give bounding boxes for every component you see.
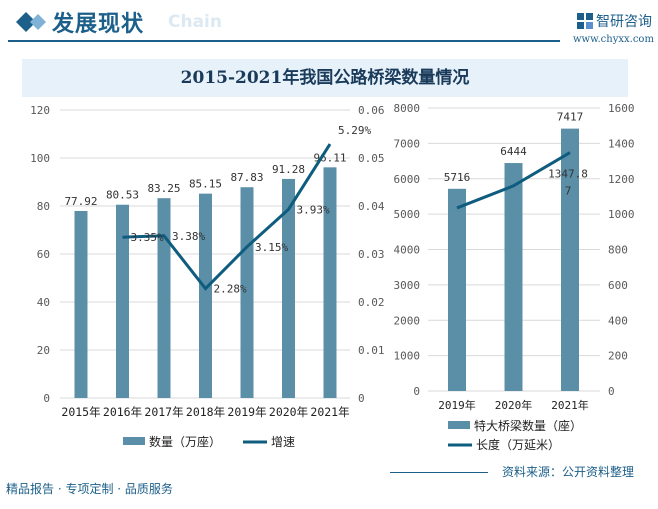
y2-tick-label: 0.03: [358, 248, 385, 261]
y-tick-label: 5000: [394, 208, 421, 221]
y2-tick-label: 1600: [608, 102, 635, 115]
y2-tick-label: 400: [608, 314, 628, 327]
y2-tick-label: 0.02: [358, 296, 385, 309]
y2-tick-label: 0.01: [358, 344, 385, 357]
diamond-icon: [16, 12, 46, 32]
bar-data-label: 91.28: [272, 163, 305, 176]
line-data-label: 5.29%: [338, 124, 371, 137]
chart-title: 2015-2021年我国公路桥梁数量情况: [180, 68, 470, 88]
y-tick-label: 0: [413, 385, 420, 398]
line-data-label: 3.35%: [131, 231, 164, 244]
bar: [199, 193, 212, 398]
header-watermark: Chain: [168, 12, 222, 32]
bar: [282, 178, 295, 398]
x-tick-label: 2017年: [144, 405, 183, 419]
logo-text: 智研咨询: [596, 14, 652, 30]
y-tick-label: 8000: [394, 102, 421, 115]
y2-tick-label: 0: [608, 385, 615, 398]
section-title: 发展现状: [52, 12, 145, 37]
bar-data-label: 87.83: [230, 171, 263, 184]
x-tick-label: 2016年: [103, 405, 142, 419]
x-tick-label: 2021年: [551, 398, 589, 412]
legend-line-label: 增速: [271, 435, 295, 449]
footer-slogan: 精品报告 · 专项定制 · 品质服务: [6, 482, 173, 496]
growth-line: [456, 151, 571, 210]
bar-data-label: 85.15: [189, 178, 222, 191]
growth-line: [122, 143, 332, 291]
bar-data-label: 83.25: [147, 182, 180, 195]
x-tick-label: 2018年: [186, 405, 225, 419]
website-url[interactable]: www.chyxx.com: [573, 34, 654, 45]
y-tick-label: 2000: [394, 314, 421, 327]
y-tick-label: 4000: [394, 244, 421, 257]
source-note: 资料来源：公开资料整理: [502, 465, 635, 479]
y2-tick-label: 800: [608, 244, 628, 257]
legend-bar-swatch: [448, 421, 470, 429]
y-tick-label: 1000: [394, 350, 421, 363]
bar-data-label: 77.92: [64, 195, 97, 208]
legend-line-label: 长度（万延米）: [476, 437, 560, 452]
bar: [504, 163, 523, 391]
bar: [240, 187, 254, 398]
y2-tick-label: 1200: [608, 173, 635, 186]
line-data-label: 3.93%: [297, 203, 330, 216]
line-data-label: 3.38%: [172, 230, 205, 243]
y2-tick-label: 1000: [608, 208, 635, 221]
y-tick-label: 7000: [394, 137, 421, 150]
logo-icon: [577, 13, 593, 29]
line-data-label: 3.15%: [255, 241, 288, 254]
bar: [116, 204, 129, 398]
bar: [448, 188, 466, 391]
y-tick-label: 100: [30, 152, 50, 165]
bar-data-label: 5716: [444, 171, 471, 184]
y-tick-label: 20: [37, 344, 50, 357]
header-divider: [8, 40, 560, 42]
bar-data-label: 6444: [500, 145, 527, 158]
bar: [74, 210, 88, 398]
legend-bar-label: 数量（万座）: [149, 434, 221, 449]
x-tick-label: 2019年: [438, 398, 476, 412]
y-tick-label: 60: [37, 248, 50, 261]
y-tick-label: 120: [30, 104, 50, 117]
bar: [323, 167, 337, 398]
line-data-label: 7: [565, 185, 572, 198]
bar: [157, 198, 171, 398]
y2-tick-label: 1400: [608, 137, 635, 150]
title-band: [22, 59, 628, 97]
y2-tick-label: 0.05: [358, 152, 385, 165]
y-tick-label: 80: [37, 200, 50, 213]
line-data-label: 1347.8: [548, 168, 588, 181]
y-tick-label: 0: [43, 392, 50, 405]
x-tick-label: 2015年: [61, 405, 100, 419]
y2-tick-label: 0.04: [358, 200, 385, 213]
bar-data-label: 7417: [557, 111, 584, 124]
source-divider: [390, 472, 488, 473]
bar-data-label: 80.53: [106, 189, 139, 202]
line-data-label: 2.28%: [214, 283, 247, 296]
y2-tick-label: 200: [608, 350, 628, 363]
y-tick-label: 6000: [394, 173, 421, 186]
x-tick-label: 2021年: [310, 405, 349, 419]
y2-tick-label: 0.06: [358, 104, 385, 117]
legend-bar-label: 特大桥梁数量（座）: [474, 418, 582, 433]
y2-tick-label: 0: [358, 392, 365, 405]
y2-tick-label: 600: [608, 279, 628, 292]
y-tick-label: 3000: [394, 279, 421, 292]
x-tick-label: 2019年: [227, 405, 266, 419]
bar: [561, 128, 579, 391]
x-tick-label: 2020年: [269, 405, 308, 419]
legend-bar-swatch: [123, 437, 145, 445]
y-tick-label: 40: [37, 296, 50, 309]
x-tick-label: 2020年: [495, 398, 533, 412]
